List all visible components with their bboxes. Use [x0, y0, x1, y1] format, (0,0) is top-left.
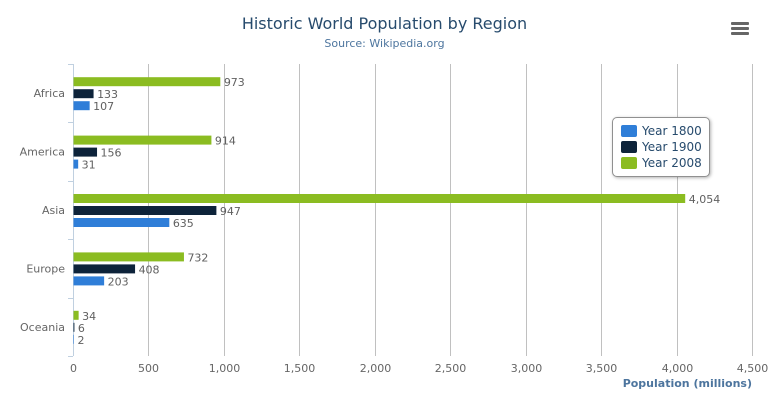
bar-year-1800-asia	[73, 218, 170, 227]
bar-year-2008-africa	[73, 77, 221, 87]
data-label: 914	[215, 135, 236, 148]
legend: Year 1800 Year 1900 Year 2008	[612, 117, 710, 177]
bar-year-1800-america	[73, 159, 79, 169]
category-label: Europe	[26, 262, 65, 275]
legend-swatch	[621, 157, 637, 169]
bar-year-1800-europe	[73, 276, 105, 286]
legend-label: Year 1900	[642, 140, 702, 154]
legend-swatch	[621, 125, 637, 137]
x-axis-title: Population (millions)	[623, 377, 752, 390]
legend-item-1800[interactable]: Year 1800	[613, 123, 709, 139]
bar-year-1900-europe	[73, 264, 136, 274]
bar-year-2008-america	[73, 135, 212, 145]
bar-year-1900-america	[73, 147, 98, 157]
category-label: Africa	[34, 87, 65, 100]
data-label: 203	[108, 275, 129, 288]
data-label: 732	[187, 251, 208, 264]
data-label: 947	[220, 205, 241, 218]
x-tick-label: 1,000	[209, 362, 241, 375]
data-label: 31	[82, 159, 96, 172]
chart-subtitle: Source: Wikipedia.org	[324, 37, 445, 50]
bar-year-1800-africa	[73, 101, 90, 111]
x-tick-label: 1,500	[284, 362, 316, 375]
chart-title: Historic World Population by Region	[241, 14, 528, 33]
category-label: Oceania	[20, 321, 65, 334]
x-tick-label: 500	[138, 362, 159, 375]
bar-year-2008-oceania	[73, 310, 79, 320]
x-tick-label: 2,000	[360, 362, 392, 375]
bar-year-2008-asia	[73, 194, 686, 203]
data-label: 133	[97, 88, 118, 101]
bar-year-1900-asia	[73, 206, 217, 215]
legend-item-1900[interactable]: Year 1900	[613, 139, 709, 155]
x-tick-label: 0	[70, 362, 77, 375]
data-label: 4,054	[689, 193, 721, 206]
data-label: 156	[101, 147, 122, 160]
x-tick-label: 2,500	[435, 362, 467, 375]
legend-item-2008[interactable]: Year 2008	[613, 155, 709, 171]
bar-year-1900-africa	[73, 89, 94, 99]
x-tick-label: 3,500	[586, 362, 618, 375]
data-label: 635	[173, 217, 194, 230]
category-label: Asia	[42, 204, 65, 217]
bar-year-2008-europe	[73, 252, 184, 262]
data-label: 34	[82, 310, 96, 323]
hamburger-menu-icon[interactable]	[731, 22, 749, 36]
x-tick-label: 4,500	[737, 362, 769, 375]
category-label: America	[20, 146, 65, 159]
bar-year-1800-oceania	[73, 334, 74, 344]
data-label: 2	[78, 334, 85, 347]
legend-label: Year 2008	[642, 156, 702, 170]
x-tick-label: 4,000	[662, 362, 694, 375]
data-label: 408	[139, 263, 160, 276]
x-tick-label: 3,000	[511, 362, 543, 375]
data-label: 107	[93, 100, 114, 113]
bar-year-1900-oceania	[73, 322, 75, 332]
legend-swatch	[621, 141, 637, 153]
data-label: 973	[224, 76, 245, 89]
legend-label: Year 1800	[642, 124, 702, 138]
data-label: 6	[78, 322, 85, 335]
